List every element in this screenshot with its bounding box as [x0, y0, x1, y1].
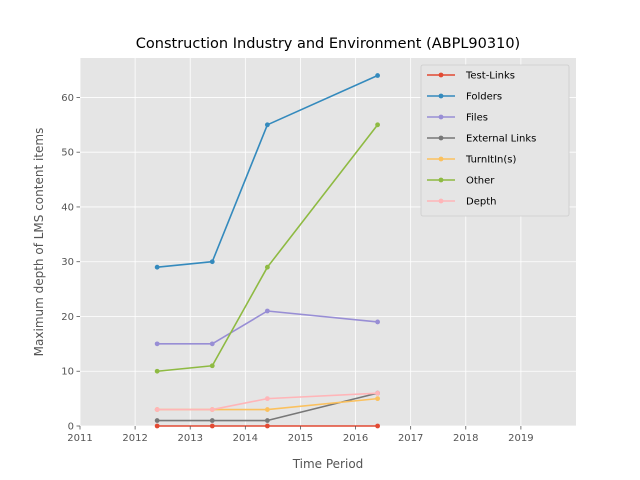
- y-tick-label: 10: [61, 367, 74, 378]
- series-other: [154, 122, 380, 374]
- series-folders: [154, 73, 380, 270]
- series-group: [154, 73, 380, 429]
- series-line: [157, 124, 379, 373]
- y-tick-label: 20: [61, 312, 74, 323]
- y-axis-label: Maximum depth of LMS content items: [32, 128, 46, 357]
- x-tick-label: 2011: [67, 433, 92, 444]
- x-tick-label: 2012: [122, 433, 147, 444]
- legend-label: TurnItIn(s): [465, 155, 516, 166]
- data-point: [375, 390, 380, 396]
- legend-label: External Links: [466, 134, 536, 145]
- data-point: [264, 308, 270, 314]
- series-line: [157, 74, 378, 268]
- data-point: [209, 407, 215, 412]
- data-point: [209, 423, 215, 429]
- y-tick-label: 50: [61, 148, 74, 159]
- series-depth: [154, 390, 380, 412]
- data-point: [154, 418, 160, 423]
- data-point: [375, 122, 380, 128]
- data-point: [154, 407, 160, 412]
- legend-label: Folders: [466, 92, 502, 103]
- legend-marker: [438, 177, 444, 183]
- data-point: [264, 423, 270, 429]
- series-line: [157, 392, 378, 411]
- chart-title: Construction Industry and Environment (A…: [136, 36, 520, 52]
- y-tick-label: 40: [61, 202, 74, 213]
- x-tick-label: 2013: [177, 433, 202, 444]
- series-line: [157, 310, 378, 345]
- legend-label: Depth: [466, 197, 496, 208]
- legend-marker: [438, 72, 444, 78]
- data-point: [264, 418, 270, 423]
- data-point: [375, 423, 380, 429]
- legend-marker: [438, 156, 444, 162]
- legend-marker: [438, 198, 444, 204]
- legend-entry: Depth: [427, 197, 496, 208]
- legend-entry: Files: [427, 113, 488, 124]
- legend-marker: [438, 93, 444, 99]
- x-axis-ticks: 2011 2012 2013 2014 2015 2016 2017 2018 2019: [67, 426, 534, 444]
- legend-box: [420, 64, 570, 217]
- legend-entry: Test-Links: [427, 71, 515, 82]
- series-files: [154, 308, 380, 347]
- data-point: [209, 418, 215, 423]
- y-axis-ticks: 0 10 20 30 40 50 60: [61, 93, 80, 433]
- y-tick-label: 30: [61, 257, 74, 268]
- x-tick-label: 2017: [398, 433, 423, 444]
- data-point: [375, 73, 380, 78]
- data-point: [264, 407, 270, 412]
- legend-marker: [438, 114, 444, 120]
- legend-entry: Folders: [427, 92, 502, 103]
- legend-label: Other: [466, 176, 495, 187]
- data-point: [264, 122, 270, 128]
- x-axis-label: Time Period: [292, 457, 364, 471]
- x-tick-label: 2016: [343, 433, 368, 444]
- series-line: [157, 392, 378, 422]
- series-test-links: [154, 423, 380, 429]
- y-tick-label: 60: [61, 93, 74, 104]
- data-point: [264, 264, 270, 270]
- legend: Test-Links Folders Files External Links Turn…: [420, 64, 570, 217]
- y-tick-label: 0: [68, 422, 74, 433]
- x-tick-label: 2014: [233, 433, 258, 444]
- legend-entry: TurnItIn(s): [427, 155, 516, 166]
- data-point: [154, 423, 160, 429]
- data-point: [375, 319, 380, 325]
- data-point: [154, 264, 160, 270]
- data-point: [375, 396, 380, 402]
- legend-label: Files: [466, 113, 488, 124]
- legend-marker: [438, 135, 444, 141]
- x-tick-label: 2018: [453, 433, 478, 444]
- data-point: [264, 396, 270, 402]
- legend-label: Test-Links: [465, 71, 515, 82]
- data-point: [154, 368, 160, 374]
- data-point: [154, 341, 160, 347]
- legend-entry: Other: [427, 176, 495, 187]
- data-point: [209, 259, 215, 265]
- legend-entry: External Links: [427, 134, 536, 145]
- x-tick-label: 2015: [288, 433, 313, 444]
- x-tick-label: 2019: [508, 433, 533, 444]
- data-point: [209, 341, 215, 347]
- data-point: [209, 363, 215, 369]
